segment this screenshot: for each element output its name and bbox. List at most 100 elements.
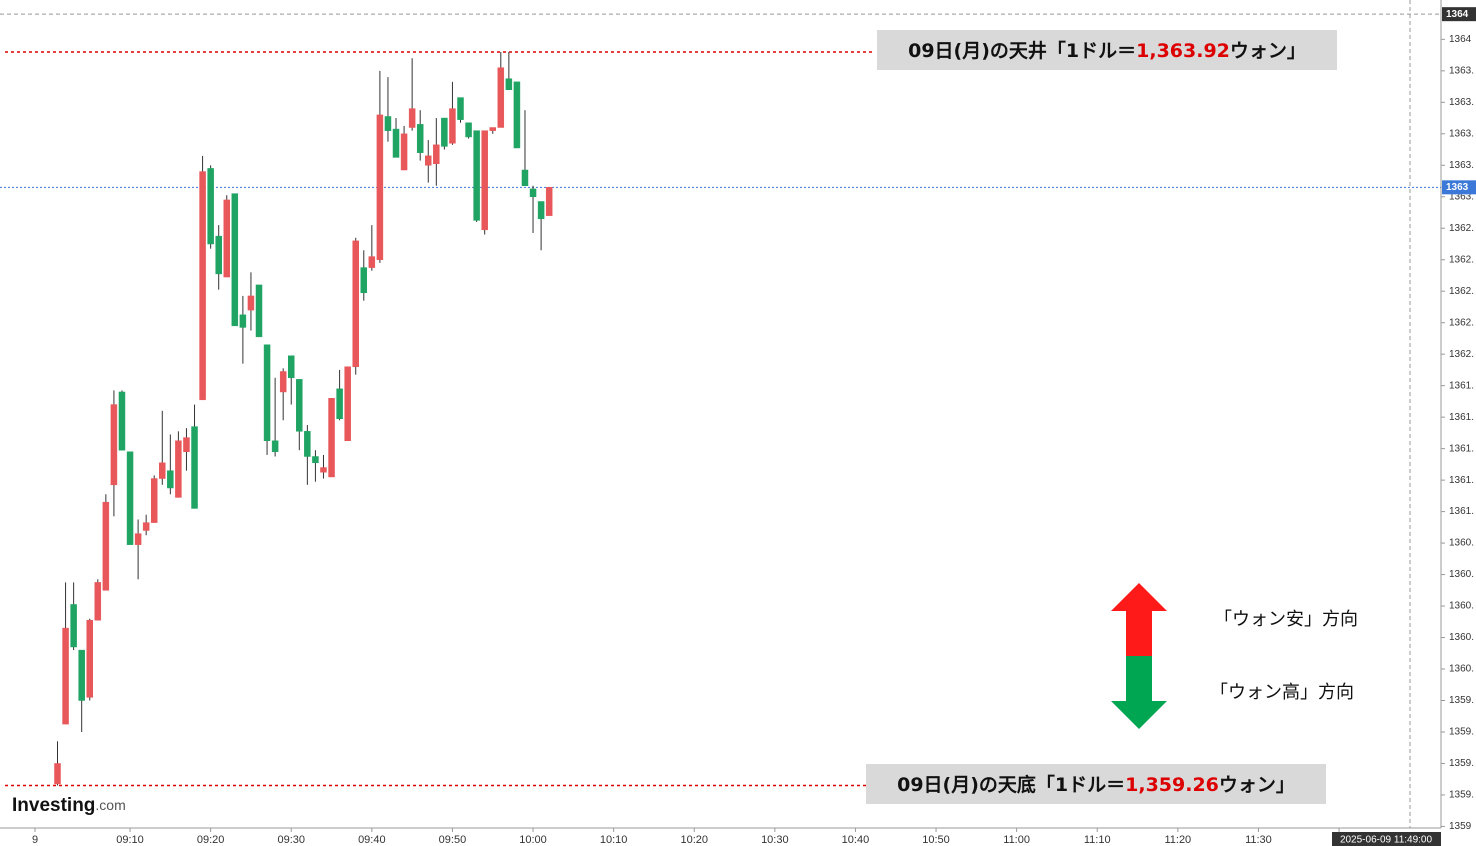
down-arrow bbox=[1111, 656, 1167, 729]
crosshair-price-label: 1364 bbox=[1446, 9, 1469, 20]
y-tick-label: 1363. bbox=[1449, 160, 1474, 171]
candle-body bbox=[231, 193, 239, 327]
candle-body bbox=[126, 451, 134, 545]
candle-body bbox=[271, 440, 279, 453]
candle-body bbox=[223, 199, 231, 278]
candle-body bbox=[497, 67, 505, 128]
x-tick-label: 09:20 bbox=[197, 834, 225, 846]
candle-body bbox=[191, 426, 198, 509]
legend-down: 「ウォン高」方向 bbox=[1210, 682, 1354, 703]
candle-body bbox=[86, 619, 93, 698]
x-tick-label: 10:30 bbox=[761, 834, 789, 846]
candle-body bbox=[433, 144, 440, 164]
y-tick-label: 1360. bbox=[1449, 601, 1474, 612]
candle-body bbox=[247, 295, 255, 311]
y-tick-label: 1363. bbox=[1449, 128, 1474, 139]
candle-body bbox=[328, 398, 335, 478]
candle-body bbox=[545, 187, 553, 216]
candle-body bbox=[425, 155, 432, 166]
candle-body bbox=[465, 122, 472, 138]
x-tick-label: 10:40 bbox=[842, 834, 870, 846]
x-tick-label: 10:00 bbox=[519, 834, 547, 846]
candle-body bbox=[134, 533, 142, 545]
y-tick-label: 1359. bbox=[1449, 790, 1474, 801]
candle-body bbox=[215, 235, 222, 275]
x-tick-label: 10:20 bbox=[680, 834, 708, 846]
x-tick-label: 09:40 bbox=[358, 834, 386, 846]
crosshair-time-label: 2025-06-09 11:49:00 bbox=[1340, 835, 1433, 846]
y-tick-label: 1361. bbox=[1449, 380, 1474, 391]
candle-body bbox=[473, 130, 480, 221]
up-arrow bbox=[1111, 583, 1167, 656]
y-tick-label: 1362. bbox=[1449, 286, 1474, 297]
candle-body bbox=[175, 440, 182, 498]
candle-body bbox=[263, 344, 271, 442]
candle-body bbox=[513, 81, 521, 149]
candle-body bbox=[167, 470, 174, 489]
candle-body bbox=[304, 431, 311, 457]
y-tick-label: 1362. bbox=[1449, 317, 1474, 328]
candle-body bbox=[78, 649, 85, 701]
candle-body bbox=[70, 604, 77, 648]
crosshair-time-box bbox=[1332, 832, 1441, 846]
candle-body bbox=[207, 168, 214, 245]
annotation-box bbox=[866, 764, 1326, 804]
candle-body bbox=[529, 188, 537, 198]
candle-body bbox=[312, 456, 319, 464]
y-tick-label: 1360. bbox=[1449, 664, 1474, 675]
candle-body bbox=[441, 117, 448, 147]
candle-body bbox=[62, 627, 69, 725]
logo: Investing.com bbox=[12, 795, 126, 816]
candle-body bbox=[392, 128, 400, 158]
annotation-value: 1,359.26 bbox=[1125, 774, 1219, 796]
candle-body bbox=[239, 314, 247, 328]
annotation-box bbox=[877, 30, 1337, 70]
current-price-label: 1363 bbox=[1446, 182, 1469, 193]
candle-body bbox=[344, 366, 351, 442]
candle-body bbox=[320, 467, 327, 473]
logo-text: Investing.com bbox=[12, 795, 126, 816]
crosshair-price-box bbox=[1442, 7, 1476, 22]
y-tick-label: 1360. bbox=[1449, 538, 1474, 549]
annotation-suffix: ウォン」 bbox=[1219, 774, 1295, 796]
logo-name: Investing bbox=[12, 795, 95, 816]
x-tick-label: 09:50 bbox=[439, 834, 467, 846]
candle-body bbox=[255, 284, 263, 338]
y-tick-label: 1361. bbox=[1449, 506, 1474, 517]
annotation-value: 1,363.92 bbox=[1136, 40, 1230, 62]
candle-body bbox=[505, 78, 513, 90]
y-tick-label: 1360. bbox=[1449, 632, 1474, 643]
y-tick-label: 1362. bbox=[1449, 349, 1474, 360]
candle-body bbox=[352, 240, 359, 368]
y-tick-label: 1360. bbox=[1449, 569, 1474, 580]
candle-body bbox=[118, 391, 126, 451]
logo-suffix: .com bbox=[95, 797, 125, 813]
x-tick-label: 09:30 bbox=[277, 834, 305, 846]
candle-body bbox=[489, 127, 496, 131]
candle-body bbox=[142, 522, 150, 531]
y-tick-label: 1362. bbox=[1449, 223, 1474, 234]
annotation-text: 09日(月)の天底「1ドル＝1,359.26ウォン」 bbox=[897, 773, 1295, 796]
x-tick-label: 11:00 bbox=[1003, 834, 1030, 846]
y-tick-label: 1361. bbox=[1449, 475, 1474, 486]
candle-body bbox=[150, 478, 158, 523]
candle-body bbox=[449, 108, 456, 144]
x-tick-label: 11:20 bbox=[1164, 834, 1191, 846]
candle-body bbox=[368, 256, 376, 268]
y-tick-label: 1359 bbox=[1449, 821, 1472, 832]
candle-body bbox=[400, 133, 408, 171]
candle-body bbox=[408, 108, 416, 128]
x-tick-label: 10:10 bbox=[600, 834, 628, 846]
y-tick-label: 1359. bbox=[1449, 695, 1474, 706]
y-tick-label: 1364 bbox=[1449, 34, 1472, 45]
candle-body bbox=[279, 371, 287, 393]
candle-body bbox=[521, 169, 529, 186]
candle-body bbox=[94, 582, 102, 621]
y-tick-label: 1363. bbox=[1449, 65, 1474, 76]
annotation-prefix: 09日(月)の天底「1ドル＝ bbox=[897, 773, 1125, 796]
current-price-box bbox=[1442, 180, 1476, 195]
candle-body bbox=[110, 404, 118, 486]
candle-body bbox=[287, 355, 295, 379]
candle-body bbox=[376, 114, 384, 260]
candle-body bbox=[183, 437, 190, 453]
